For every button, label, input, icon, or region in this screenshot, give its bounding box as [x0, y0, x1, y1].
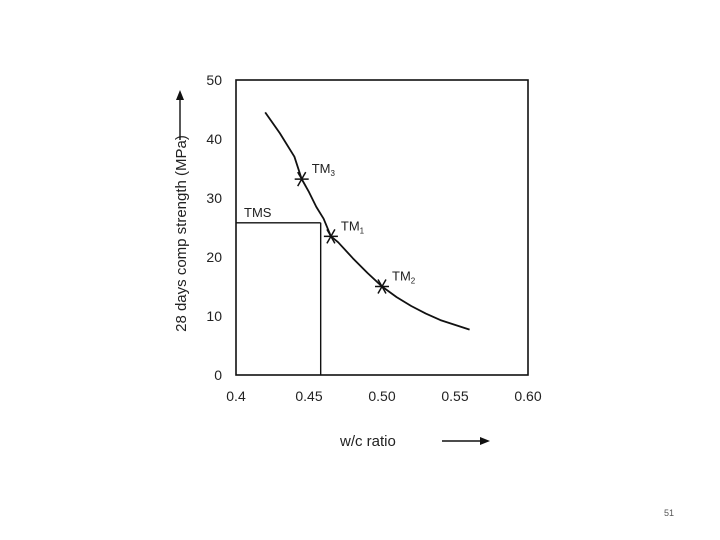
trial-mix-label-text: TM	[392, 269, 411, 284]
x-axis-arrow-head	[480, 437, 490, 445]
marker-stroke	[326, 228, 336, 244]
marker-stroke	[297, 171, 307, 187]
y-axis-title: 28 days comp strength (MPa)	[173, 135, 190, 332]
trial-mix-label-subscript: 3	[330, 169, 335, 178]
trial-mix-marker	[294, 171, 309, 187]
x-tick-label: 0.45	[295, 388, 322, 404]
y-tick-label: 0	[214, 367, 222, 383]
trial-mix-marker	[323, 228, 338, 244]
page-number: 51	[664, 508, 675, 518]
strength-curve	[264, 111, 470, 331]
trial-mix-label-subscript: 2	[411, 277, 416, 286]
trial-mix-label: TM3	[312, 161, 336, 178]
trial-mix-label-text: TM	[312, 161, 331, 176]
trial-mix-label: TM1	[341, 218, 365, 235]
y-tick-label: 10	[206, 308, 222, 324]
trial-mix-label-text: TM	[341, 218, 360, 233]
x-axis-title: w/c ratio	[339, 433, 396, 450]
tms-label: TMS	[244, 205, 272, 220]
y-axis-arrow-head	[176, 90, 184, 100]
y-tick-label: 20	[206, 249, 222, 265]
x-tick-label: 0.55	[441, 388, 468, 404]
y-tick-label: 40	[206, 131, 222, 147]
trial-mix-label-subscript: 1	[360, 226, 365, 235]
x-tick-label: 0.60	[514, 388, 541, 404]
x-tick-label: 0.50	[368, 388, 395, 404]
y-tick-label: 30	[206, 190, 222, 206]
y-tick-label: 50	[206, 72, 222, 88]
marker-stroke	[377, 279, 387, 294]
x-tick-label: 0.4	[226, 388, 246, 404]
trial-mix-marker	[375, 279, 389, 294]
trial-mix-label: TM2	[392, 269, 416, 286]
plot-frame	[235, 79, 529, 376]
